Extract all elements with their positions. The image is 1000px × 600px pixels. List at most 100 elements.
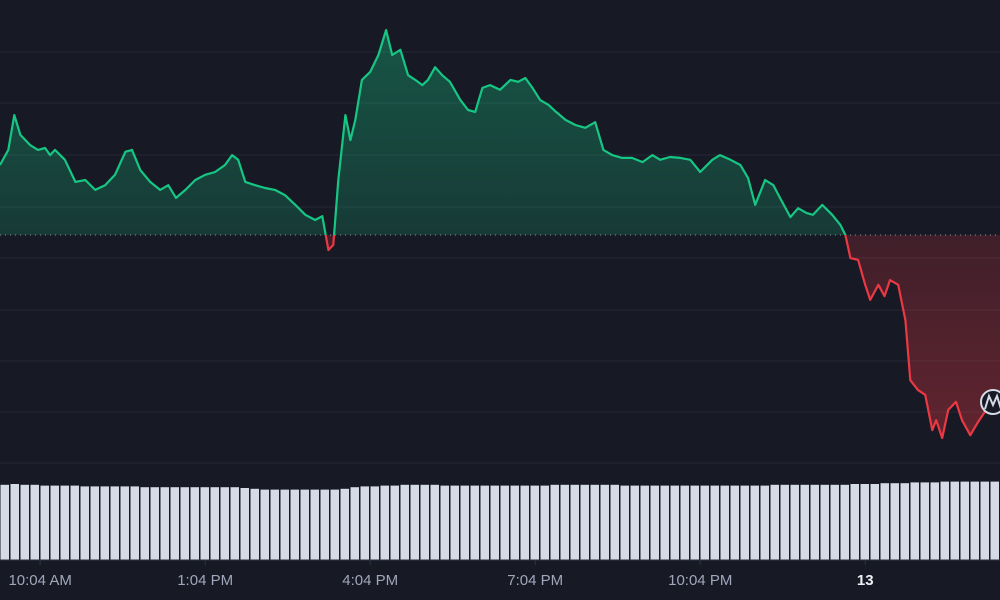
volume-bar — [390, 485, 399, 560]
volume-bar — [670, 485, 679, 560]
volume-bar — [220, 487, 229, 560]
volume-bar — [0, 484, 9, 560]
volume-bar — [880, 483, 889, 560]
volume-bar — [800, 484, 809, 560]
volume-bar — [840, 484, 849, 560]
volume-bar — [750, 485, 759, 560]
volume-bar — [870, 484, 879, 560]
volume-bar — [340, 488, 349, 560]
volume-bar — [730, 485, 739, 560]
volume-bar — [170, 487, 179, 560]
volume-bar — [990, 481, 999, 560]
volume-bar — [360, 486, 369, 560]
volume-bar — [440, 485, 449, 560]
volume-bar — [20, 484, 29, 560]
volume-bar — [850, 484, 859, 560]
volume-bar — [320, 489, 329, 560]
volume-bar — [710, 485, 719, 560]
volume-bar — [290, 489, 299, 560]
volume-bar — [950, 481, 959, 560]
volume-bar — [660, 485, 669, 560]
volume-bar — [720, 485, 729, 560]
volume-bar — [890, 483, 899, 560]
volume-bar — [50, 485, 59, 560]
volume-bar — [920, 482, 929, 560]
volume-bar — [740, 485, 749, 560]
x-tick-label: 7:04 PM — [507, 572, 563, 589]
volume-bar — [250, 488, 259, 560]
volume-bar — [10, 484, 19, 560]
volume-bar — [430, 484, 439, 560]
volume-bar — [490, 485, 499, 560]
volume-bar — [790, 484, 799, 560]
volume-bar — [100, 486, 109, 560]
volume-bar — [700, 485, 709, 560]
price-line-up — [0, 29, 847, 235]
x-tick-label: 10:04 PM — [668, 572, 732, 589]
volume-bar — [60, 485, 69, 560]
volume-bar — [70, 485, 79, 560]
volume-bar — [680, 485, 689, 560]
volume-bar — [810, 484, 819, 560]
volume-bar — [940, 481, 949, 560]
volume-bar — [210, 487, 219, 560]
volume-bar — [960, 481, 969, 560]
x-tick-label: 10:04 AM — [8, 572, 71, 589]
volume-bar — [240, 488, 249, 560]
volume-bar — [230, 487, 239, 560]
volume-bar — [930, 482, 939, 560]
volume-bar — [550, 484, 559, 560]
volume-bar — [580, 484, 589, 560]
volume-bar — [140, 487, 149, 560]
volume-bar — [260, 489, 269, 560]
volume-bar — [510, 485, 519, 560]
volume-bar — [110, 486, 119, 560]
volume-bar — [270, 489, 279, 560]
volume-bar — [570, 484, 579, 560]
volume-bar — [80, 486, 89, 560]
volume-bar — [350, 487, 359, 560]
volume-bar — [910, 482, 919, 560]
volume-bar — [760, 485, 769, 560]
volume-bar — [690, 485, 699, 560]
volume-bar — [520, 485, 529, 560]
volume-bar — [410, 484, 419, 560]
volume-bar — [590, 484, 599, 560]
volume-bar — [460, 485, 469, 560]
volume-bar — [40, 485, 49, 560]
volume-bar — [190, 487, 199, 560]
volume-bar — [860, 484, 869, 560]
volume-bar — [330, 489, 339, 560]
volume-bar — [780, 484, 789, 560]
volume-bar — [400, 484, 409, 560]
x-tick-label: 4:04 PM — [342, 572, 398, 589]
volume-bar — [610, 484, 619, 560]
volume-bar — [560, 484, 569, 560]
volume-bar — [600, 484, 609, 560]
volume-bar — [540, 485, 549, 560]
volume-bar — [120, 486, 129, 560]
volume-bar — [370, 486, 379, 560]
volume-bar — [300, 489, 309, 560]
volume-bar — [30, 484, 39, 560]
volume-bar — [530, 485, 539, 560]
volume-bar — [150, 487, 159, 560]
volume-bar — [310, 489, 319, 560]
volume-bar — [980, 481, 989, 560]
volume-bar — [180, 487, 189, 560]
volume-bar — [160, 487, 169, 560]
volume-bar — [130, 486, 139, 560]
volume-bar — [450, 485, 459, 560]
x-tick-label: 13 — [857, 572, 874, 589]
volume-bar — [820, 484, 829, 560]
volume-bar — [770, 484, 779, 560]
volume-bar — [630, 485, 639, 560]
volume-bar — [90, 486, 99, 560]
volume-bar — [900, 483, 909, 560]
volume-bar — [480, 485, 489, 560]
area-down — [0, 235, 1000, 438]
volume-bar — [420, 484, 429, 560]
